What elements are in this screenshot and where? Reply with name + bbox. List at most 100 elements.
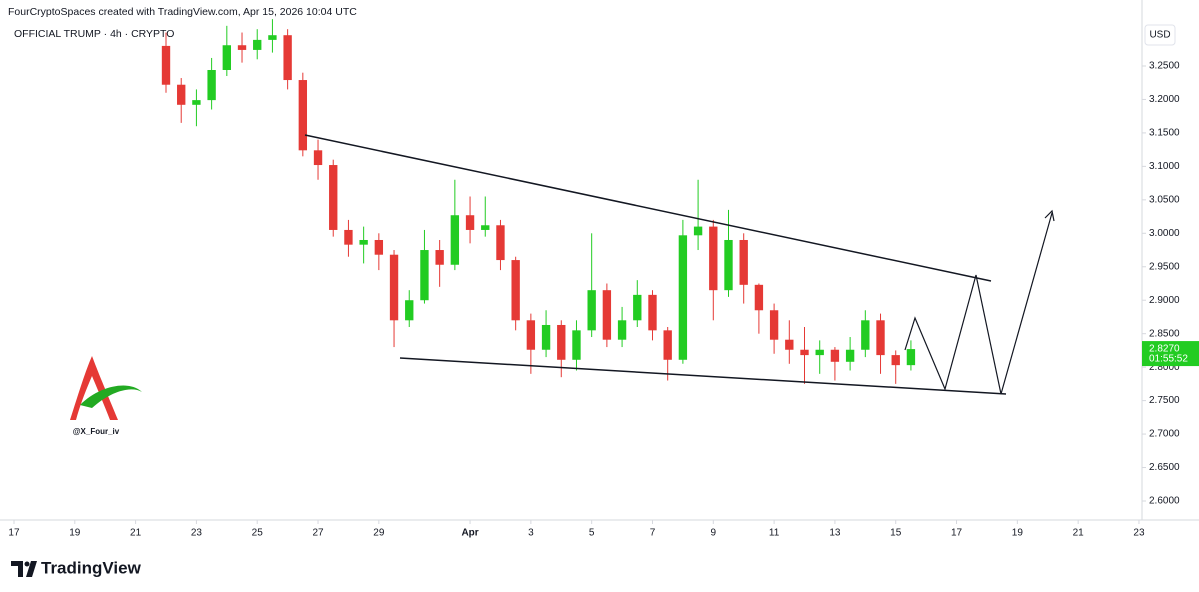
candle-body — [587, 290, 596, 331]
candle-body — [602, 290, 612, 340]
last-price-tag — [1142, 341, 1199, 367]
candle-body — [511, 260, 520, 321]
currency: USD — [1149, 30, 1170, 41]
logo-t — [11, 561, 23, 577]
candle-body — [405, 300, 414, 321]
x-tick-label: 23 — [191, 528, 203, 539]
y-tick-label: 2.9500 — [1149, 261, 1180, 272]
candle-body — [329, 165, 338, 230]
candle-body — [253, 39, 262, 50]
candle-body — [481, 225, 490, 230]
candle-body — [420, 250, 429, 301]
candle-body — [709, 226, 718, 291]
candle-body — [283, 35, 292, 81]
x-tick-label: 11 — [769, 528, 780, 539]
x-tick-label: 27 — [312, 528, 324, 539]
brand-logo: TradingView — [11, 558, 142, 577]
candle-body — [237, 45, 247, 50]
x-tick-label: 9 — [711, 528, 717, 539]
candle-body — [359, 239, 368, 245]
candles — [161, 19, 916, 384]
candle-body — [633, 294, 642, 321]
candle-body — [450, 215, 460, 265]
y-tick-label: 3.2000 — [1149, 94, 1180, 105]
candle-body — [177, 84, 186, 105]
projection-arrow — [1044, 209, 1055, 222]
y-tick-label: 2.6000 — [1149, 496, 1180, 507]
candle-body — [161, 45, 171, 85]
y-tick-label: 3.2500 — [1149, 61, 1180, 72]
x-tick-label: 7 — [650, 528, 656, 539]
y-tick-label: 3.1000 — [1149, 161, 1180, 172]
x-tick-label: 23 — [1133, 528, 1145, 539]
candle-body — [693, 226, 703, 236]
logo-a — [70, 356, 118, 420]
x-tick-label: 19 — [69, 528, 81, 539]
x-tick-label: 3 — [528, 528, 534, 539]
candle-body — [389, 254, 399, 321]
y-tick-label: 3.1500 — [1149, 128, 1180, 139]
candle-body — [617, 320, 627, 340]
x-tick-label: 19 — [1012, 528, 1024, 539]
y-tick-label: 2.6500 — [1149, 462, 1180, 473]
candle-body — [876, 320, 885, 356]
lower-trendline — [399, 357, 1007, 395]
candle-body — [557, 324, 566, 360]
y-tick-label: 2.7000 — [1149, 429, 1180, 440]
x-tick-label: 21 — [130, 528, 142, 539]
last-price-label: 2.8270 — [1149, 344, 1180, 355]
candle-body — [678, 235, 688, 360]
candle-body — [800, 349, 809, 356]
candle-body — [861, 320, 870, 350]
symbol: OFFICIAL TRUMP · 4h · CRYPTO — [14, 28, 174, 40]
currency-box — [1144, 24, 1176, 46]
candle-body — [541, 324, 551, 350]
logo-dot — [24, 561, 30, 567]
candle-body — [724, 239, 733, 291]
x-tick-label: 21 — [1073, 528, 1085, 539]
candle-body — [891, 355, 900, 366]
candle-body — [815, 349, 824, 356]
candle-body — [754, 284, 764, 311]
countdown: 01:55:52 — [1149, 354, 1188, 365]
candle-body — [648, 294, 657, 331]
candle-body — [313, 150, 323, 166]
x-tick-label: 15 — [890, 528, 902, 539]
x-tick-label: 29 — [373, 528, 385, 539]
y-tick-label: 3.0500 — [1149, 194, 1180, 205]
candle-body — [906, 349, 916, 366]
credit: FourCryptoSpaces created with TradingVie… — [8, 6, 357, 18]
drawings — [304, 134, 1055, 395]
upper-trendline — [304, 134, 992, 282]
logo-slash — [26, 561, 37, 577]
x-tick-label: 17 — [8, 528, 20, 539]
y-tick-label: 3.0000 — [1149, 228, 1180, 239]
candle-body — [769, 310, 779, 340]
candle-body — [572, 330, 581, 360]
y-tick-label: 2.9000 — [1149, 295, 1180, 306]
candle-body — [268, 35, 277, 40]
candle-body — [435, 250, 444, 265]
x-tick-label: 25 — [252, 528, 264, 539]
y-tick-label: 2.8500 — [1149, 328, 1180, 339]
y-tick-label: 2.8000 — [1149, 362, 1180, 373]
logo-swoosh — [80, 385, 142, 408]
candle-body — [222, 45, 231, 71]
candle-body — [207, 70, 216, 101]
candle-body — [465, 215, 475, 230]
watermark: @X_Four_iv — [73, 427, 120, 436]
candle-body — [374, 239, 384, 255]
candle-body — [785, 339, 794, 350]
candle-body — [298, 80, 308, 151]
projection-path — [904, 212, 1053, 395]
candle-body — [830, 349, 840, 362]
brand: TradingView — [41, 558, 142, 577]
x-tick-label: 17 — [951, 528, 963, 539]
candle-body — [526, 320, 536, 350]
candle-body — [496, 225, 505, 261]
x-tick-label: 5 — [589, 528, 595, 539]
candle-body — [344, 229, 353, 245]
